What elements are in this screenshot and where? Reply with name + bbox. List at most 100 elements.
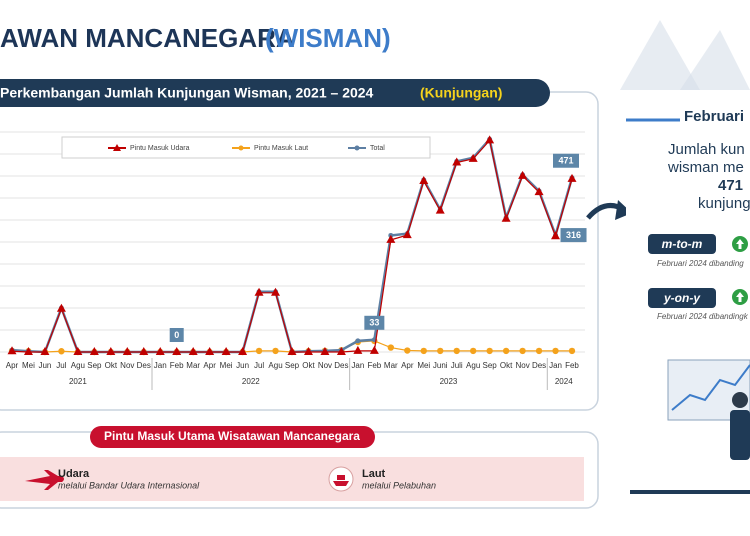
- data-label: 0: [174, 330, 179, 340]
- legend-label: Pintu Masuk Laut: [254, 145, 308, 152]
- data-label-box: [364, 315, 385, 330]
- summary-line: wisman me: [667, 159, 744, 176]
- data-label-box: [169, 328, 184, 342]
- marker: [387, 344, 395, 351]
- marker: [336, 347, 346, 355]
- ship-shape: [333, 475, 349, 486]
- marker: [122, 347, 132, 355]
- x-tick-label: Okt: [500, 361, 513, 370]
- entry-sea: Laut: [362, 468, 386, 480]
- marker: [205, 347, 215, 355]
- marker: [355, 338, 361, 344]
- chart-title: Perkembangan Jumlah Kunjungan Wisman, 20…: [0, 85, 374, 101]
- x-tick-label: Sep: [285, 361, 300, 370]
- x-tick-label: Juni: [433, 361, 448, 370]
- x-tick-label: Jan: [351, 361, 364, 370]
- data-label: 33: [369, 318, 379, 328]
- x-tick-label: Jan: [549, 361, 562, 370]
- entry-air-detail: melalui Bandar Udara Internasional: [58, 480, 200, 490]
- marker: [469, 347, 477, 355]
- chart-banner: [0, 79, 550, 107]
- marker: [386, 234, 396, 243]
- data-label-box: [560, 228, 587, 243]
- marker: [468, 153, 478, 162]
- marker: [56, 303, 66, 312]
- x-tick-label: Okt: [302, 361, 315, 370]
- legend-label: Total: [370, 145, 385, 152]
- marker: [255, 347, 263, 355]
- summary-value: 471: [718, 177, 743, 194]
- summary-unit: kunjung: [698, 195, 750, 212]
- marker: [172, 347, 182, 355]
- marker: [188, 347, 198, 355]
- marker: [485, 135, 495, 144]
- x-group-label: 2023: [440, 377, 458, 386]
- marker: [353, 345, 363, 354]
- x-tick-label: Mei: [220, 361, 233, 370]
- legend-marker: [113, 144, 121, 151]
- marker: [254, 287, 264, 296]
- x-tick-label: Nov: [120, 361, 134, 370]
- marker: [271, 287, 281, 296]
- plane-icon: [25, 470, 64, 490]
- summary-month: Februari: [684, 108, 744, 125]
- x-tick-label: Nov: [318, 361, 332, 370]
- mtm-note: Februari 2024 dibanding: [657, 259, 744, 268]
- x-tick-label: Sep: [483, 361, 498, 370]
- data-label-box: [553, 153, 579, 168]
- x-tick-label: Des: [137, 361, 151, 370]
- x-tick-label: Juli: [451, 361, 463, 370]
- entry-sea-detail: melalui Pelabuhan: [362, 480, 436, 490]
- marker: [552, 347, 559, 355]
- x-tick-label: Apr: [6, 361, 19, 370]
- marker: [287, 347, 297, 355]
- mtm-label: m-to-m: [662, 237, 703, 251]
- marker: [420, 347, 427, 355]
- marker: [567, 173, 577, 182]
- marker: [106, 347, 116, 355]
- marker: [139, 347, 149, 355]
- x-tick-label: Jul: [254, 361, 264, 370]
- yoy-pill: [648, 288, 716, 308]
- x-tick-label: Jul: [56, 361, 66, 370]
- marker: [535, 347, 543, 355]
- x-tick-label: Sep: [87, 361, 102, 370]
- marker: [419, 176, 429, 185]
- marker: [551, 231, 561, 240]
- x-tick-label: Agu: [268, 361, 282, 370]
- illustration: [630, 359, 750, 494]
- marker: [435, 205, 445, 214]
- x-group-label: 2021: [69, 377, 87, 386]
- marker: [73, 347, 83, 355]
- mtm-pill: [648, 234, 716, 254]
- marker: [303, 347, 313, 355]
- marker: [221, 347, 231, 355]
- x-tick-label: Des: [532, 361, 546, 370]
- marker: [272, 347, 279, 355]
- legend-marker: [238, 145, 244, 151]
- x-tick-label: Nov: [515, 361, 529, 370]
- x-tick-label: Feb: [170, 361, 184, 370]
- chart-unit: (Kunjungan): [420, 85, 502, 101]
- arrow-head: [615, 200, 632, 220]
- x-tick-label: Mei: [22, 361, 35, 370]
- marker: [518, 170, 528, 179]
- marker: [501, 213, 511, 222]
- x-tick-label: Apr: [401, 361, 414, 370]
- plot: Pintu Masuk Udara Pintu Masuk Laut Total Ap…: [0, 131, 587, 390]
- marker: [452, 157, 462, 166]
- marker: [40, 347, 50, 355]
- marker: [568, 347, 576, 355]
- x-tick-label: Apr: [203, 361, 216, 370]
- marker: [155, 347, 165, 355]
- marker: [320, 347, 330, 355]
- marker: [534, 187, 544, 196]
- x-tick-label: Jan: [154, 361, 167, 370]
- yoy-label: y-on-y: [663, 291, 701, 305]
- x-group-label: 2022: [242, 377, 260, 386]
- marker: [453, 347, 460, 355]
- x-tick-label: Agu: [466, 361, 480, 370]
- x-tick-label: Mar: [384, 361, 398, 370]
